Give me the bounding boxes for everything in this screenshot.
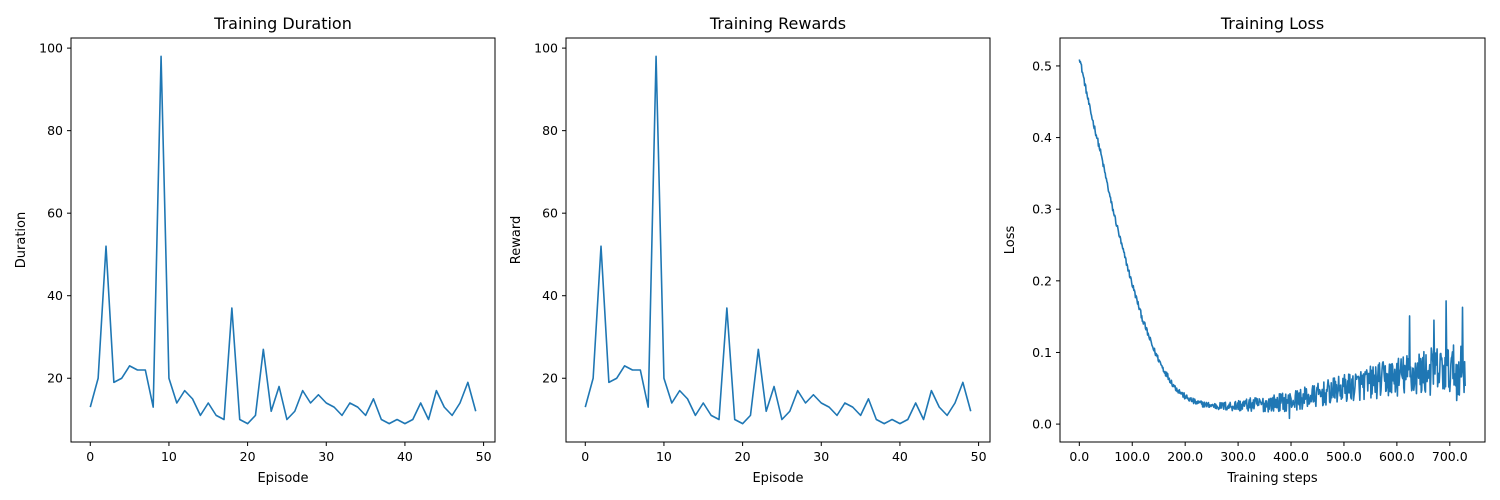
y-tick-label: 40: [47, 288, 63, 303]
x-tick-label: 700.0: [1432, 449, 1468, 464]
x-tick-label: 30: [813, 449, 829, 464]
x-tick-label: 0: [581, 449, 589, 464]
x-tick-label: 20: [735, 449, 751, 464]
x-tick-label: 50: [971, 449, 987, 464]
chart-title: Training Duration: [213, 14, 352, 33]
x-tick-label: 30: [318, 449, 334, 464]
y-tick-label: 0.2: [1032, 273, 1052, 288]
x-tick-label: 20: [240, 449, 256, 464]
y-axis-label: Loss: [1003, 226, 1018, 255]
x-tick-label: 0: [86, 449, 94, 464]
x-axis-label: Episode: [752, 471, 803, 486]
series-line: [584, 55, 972, 425]
y-tick-label: 0.0: [1032, 417, 1052, 432]
series-line: [1078, 59, 1466, 420]
chart-title: Training Loss: [1220, 14, 1324, 33]
y-tick-label: 20: [47, 371, 63, 386]
loss-chart-panel: Training Loss Training steps Loss 0.0 100.0 2…: [1003, 14, 1486, 486]
y-tick-label: 0.1: [1032, 345, 1052, 360]
x-tick-label: 40: [397, 449, 413, 464]
x-tick-label: 40: [892, 449, 908, 464]
y-tick-label: 100: [534, 41, 558, 56]
x-tick-label: 300.0: [1220, 449, 1256, 464]
y-axis-label: Duration: [14, 212, 29, 268]
x-tick-label: 10: [161, 449, 177, 464]
x-tick-label: 600.0: [1379, 449, 1415, 464]
y-tick-label: 0.3: [1032, 202, 1052, 217]
x-tick-label: 50: [476, 449, 492, 464]
x-tick-label: 0.0: [1069, 449, 1089, 464]
x-tick-label: 400.0: [1273, 449, 1309, 464]
y-tick-label: 20: [542, 371, 558, 386]
y-tick-label: 80: [47, 123, 63, 138]
rewards-chart-panel: Training Rewards Episode Reward 0 10 20 30 40 50…: [509, 14, 991, 486]
y-tick-label: 60: [47, 206, 63, 221]
plot-frame: [1059, 37, 1486, 443]
x-tick-label: 100.0: [1114, 449, 1150, 464]
plot-frame: [565, 37, 991, 443]
y-tick-label: 80: [542, 123, 558, 138]
plot-frame: [70, 37, 496, 443]
duration-chart-panel: Training Duration Episode Duration 0 10 20 30 4…: [14, 14, 496, 486]
y-axis-label: Reward: [509, 216, 524, 264]
x-tick-label: 500.0: [1326, 449, 1362, 464]
y-tick-label: 100: [39, 41, 63, 56]
chart-title: Training Rewards: [709, 14, 846, 33]
y-tick-label: 0.4: [1032, 130, 1052, 145]
y-tick-label: 0.5: [1032, 58, 1052, 73]
series-line: [89, 55, 477, 425]
x-tick-label: 10: [656, 449, 672, 464]
x-axis-label: Episode: [257, 471, 308, 486]
y-tick-label: 60: [542, 206, 558, 221]
y-tick-label: 40: [542, 288, 558, 303]
x-axis-label: Training steps: [1226, 471, 1318, 486]
x-tick-label: 200.0: [1167, 449, 1203, 464]
